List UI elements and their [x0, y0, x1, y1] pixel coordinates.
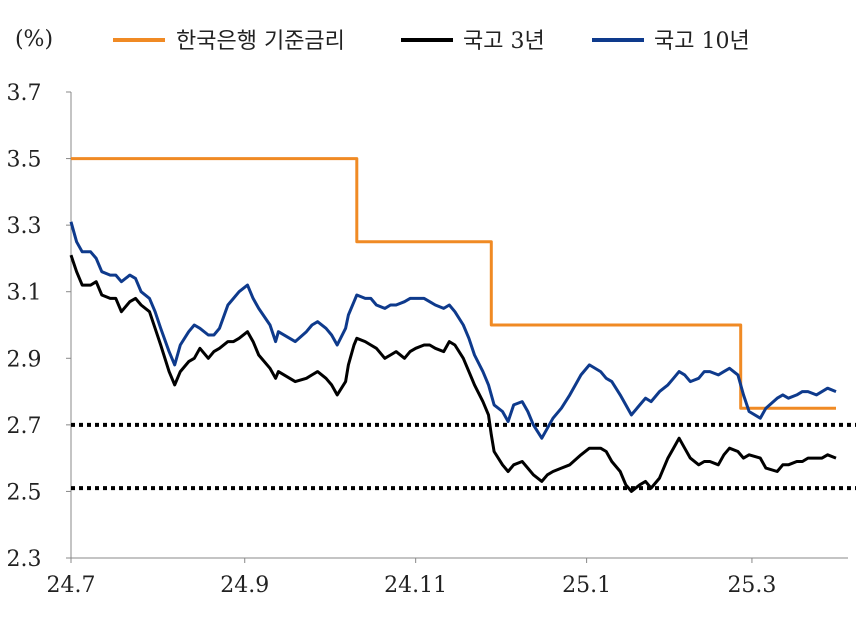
y-tick-label: 3.3	[7, 214, 42, 239]
series-line-base-rate	[71, 157, 836, 410]
y-tick-label: 2.3	[7, 547, 42, 572]
series-line-treasury-10y	[69, 221, 837, 440]
x-axis-ticks: 24.7 24.9 24.11 25.1 25.3	[47, 558, 776, 598]
y-tick-label: 3.1	[7, 281, 42, 306]
series-layer	[69, 157, 837, 493]
x-tick-label: 25.1	[562, 573, 611, 598]
x-tick-label: 24.7	[47, 573, 96, 598]
y-tick-label: 2.7	[7, 414, 42, 439]
y-unit-label: (%)	[15, 27, 53, 52]
x-tick-label: 25.3	[727, 573, 776, 598]
legend-label-treasury-3y: 국고 3년	[463, 29, 545, 54]
x-tick-label: 24.9	[220, 573, 269, 598]
legend-label-base-rate: 한국은행 기준금리	[176, 29, 345, 54]
y-tick-label: 2.5	[7, 480, 42, 505]
y-tick-label: 3.7	[7, 81, 42, 106]
series-line-treasury-3y	[69, 254, 837, 493]
y-tick-label: 3.5	[7, 148, 42, 173]
reference-lines	[71, 422, 856, 491]
x-tick-label: 24.11	[384, 573, 447, 598]
legend: 한국은행 기준금리 국고 3년 국고 10년	[113, 29, 750, 54]
legend-label-treasury-10y: 국고 10년	[654, 29, 750, 54]
y-axis-ticks: 2.3 2.5 2.7 2.9 3.1 3.3 3.5 3.7	[7, 81, 71, 572]
y-tick-label: 2.9	[7, 347, 42, 372]
